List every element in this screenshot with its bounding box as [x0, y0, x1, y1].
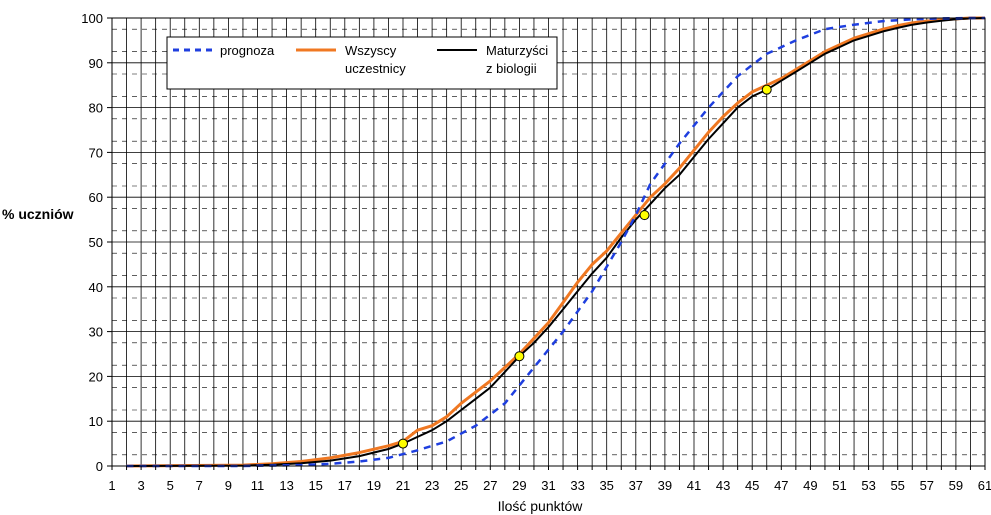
x-tick-label: 33 — [570, 478, 584, 493]
x-tick-label: 35 — [599, 478, 613, 493]
x-tick-label: 1 — [108, 478, 115, 493]
x-tick-label: 53 — [861, 478, 875, 493]
series-line-1 — [126, 16, 985, 468]
x-tick-label: 39 — [658, 478, 672, 493]
highlight-point — [761, 84, 772, 95]
x-tick-label: 5 — [167, 478, 174, 493]
y-tick-label: 90 — [89, 56, 103, 71]
x-tick-label: 61 — [978, 478, 991, 493]
x-axis-label: Ilość punktów — [498, 498, 584, 514]
y-axis-label: % uczniów — [2, 206, 74, 222]
x-tick-label: 21 — [396, 478, 410, 493]
legend-label-all: Wszyscy uczestnicy — [345, 43, 406, 76]
y-tick-label: 60 — [89, 190, 103, 205]
x-tick-label: 29 — [512, 478, 526, 493]
x-tick-label: 11 — [251, 478, 265, 493]
x-tick-label: 37 — [629, 478, 643, 493]
highlight-points — [398, 84, 772, 449]
legend: prognoza Wszyscy uczestnicy Maturzyści z… — [166, 36, 558, 90]
y-tick-label: 80 — [89, 101, 103, 116]
x-tick-label: 3 — [137, 478, 144, 493]
x-tick-label: 43 — [716, 478, 730, 493]
x-tick-label: 41 — [687, 478, 701, 493]
y-tick-label: 20 — [89, 369, 103, 384]
x-tick-label: 27 — [483, 478, 497, 493]
legend-box — [166, 36, 558, 90]
y-tick-label: 30 — [89, 325, 103, 340]
x-tick-label: 59 — [949, 478, 963, 493]
x-tick-label: 15 — [308, 478, 322, 493]
x-tick-label: 19 — [367, 478, 381, 493]
x-tick-label: 25 — [454, 478, 468, 493]
y-tick-label: 0 — [96, 459, 103, 474]
y-tick-label: 70 — [89, 145, 103, 160]
x-tick-label: 51 — [832, 478, 846, 493]
highlight-point — [639, 210, 650, 221]
legend-label-prognoza: prognoza — [220, 43, 275, 58]
x-tick-label: 13 — [279, 478, 293, 493]
x-tick-label: 9 — [225, 478, 232, 493]
x-tick-label: 57 — [920, 478, 934, 493]
y-tick-labels: 0 10 20 30 40 50 60 70 80 90 100 — [81, 11, 103, 474]
x-tick-label: 49 — [803, 478, 817, 493]
x-tick-label: 47 — [774, 478, 788, 493]
plot-frame — [107, 17, 986, 470]
x-tick-label: 17 — [338, 478, 352, 493]
highlight-point — [398, 438, 408, 449]
x-tick-label: 31 — [541, 478, 555, 493]
y-tick-label: 100 — [81, 11, 103, 26]
x-tick-labels: 1 3 5 7 9 11 13 15 17 19 21 23 25 27 29 31 33 35 37 39 41 43 4… — [108, 478, 991, 493]
y-tick-label: 10 — [89, 414, 103, 429]
y-tick-label: 40 — [89, 280, 103, 295]
x-tick-label: 55 — [890, 478, 904, 493]
y-tick-label: 50 — [89, 235, 103, 250]
highlight-point — [514, 351, 525, 362]
series-line-0 — [126, 16, 985, 468]
x-tick-label: 23 — [425, 478, 439, 493]
x-tick-label: 45 — [745, 478, 759, 493]
legend-label-biology: Maturzyści z biologii — [486, 43, 552, 76]
x-tick-label: 7 — [196, 478, 203, 493]
